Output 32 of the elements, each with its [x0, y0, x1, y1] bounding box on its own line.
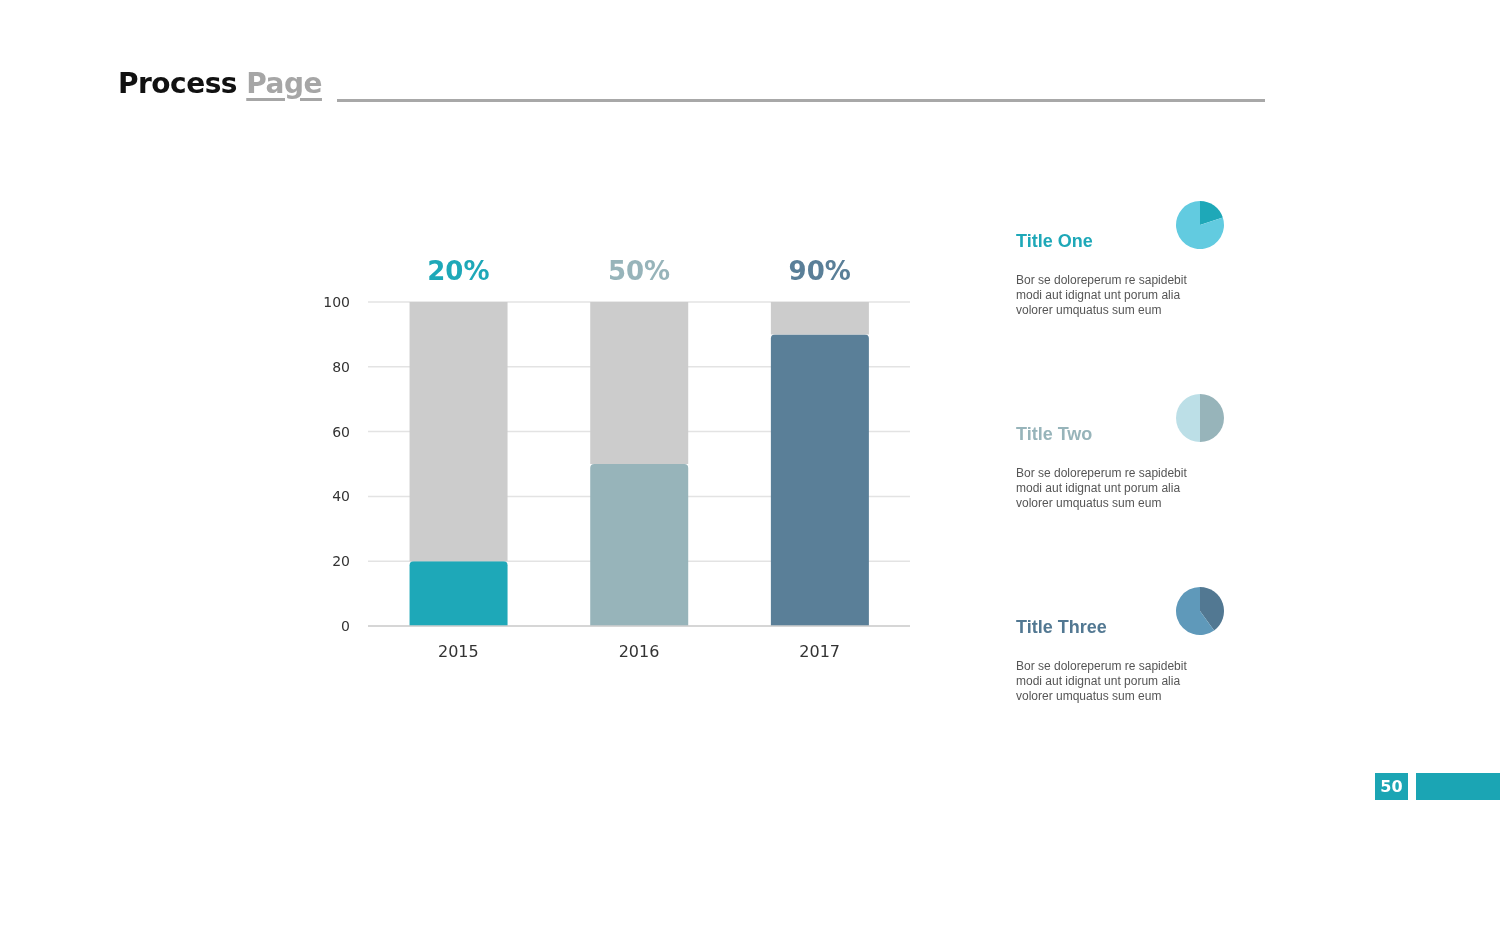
- bar: [590, 302, 689, 464]
- text: Bor se doloreperum re sapidebit modi aut idignat unt porum alia volorer umquatus sum eum: [1016, 273, 1187, 317]
- page-number-box: 50: [1375, 773, 1408, 800]
- bar: [770, 334, 869, 626]
- text: Title Two: [1016, 424, 1093, 444]
- pie-slice: [1176, 587, 1215, 635]
- text: Title Three: [1016, 617, 1107, 637]
- annotation: 90%: [788, 256, 851, 286]
- pie-slice: [1176, 201, 1224, 249]
- chart-title: Process Page: [118, 67, 322, 100]
- pie-slice: [1176, 394, 1200, 442]
- y-tick-label: 80: [332, 358, 350, 375]
- annotation: 20%: [427, 256, 490, 286]
- text: Title One: [1016, 231, 1093, 251]
- bar: [770, 302, 869, 335]
- y-tick-label: 0: [341, 617, 350, 634]
- bar: [409, 561, 508, 626]
- text: Bor se doloreperum re sapidebit modi aut idignat unt porum alia volorer umquatus sum eum: [1016, 659, 1187, 703]
- x-tick-label: 2015: [437, 642, 479, 662]
- y-tick-label: 20: [332, 553, 350, 570]
- text: Bor se doloreperum re sapidebit modi aut idignat unt porum alia volorer umquatus sum eum: [1016, 466, 1187, 510]
- pie-slice: [1200, 201, 1223, 225]
- x-tick-label: 2016: [618, 642, 660, 662]
- x-tick-label: 2017: [799, 642, 841, 662]
- y-tick-label: 100: [323, 293, 350, 310]
- bar: [590, 464, 689, 626]
- bar: [409, 302, 508, 562]
- annotation: 50%: [607, 256, 671, 286]
- y-tick-label: 40: [332, 488, 350, 505]
- y-tick-label: 60: [332, 423, 350, 440]
- pie-slice: [1200, 587, 1224, 631]
- pie-slice: [1200, 394, 1224, 442]
